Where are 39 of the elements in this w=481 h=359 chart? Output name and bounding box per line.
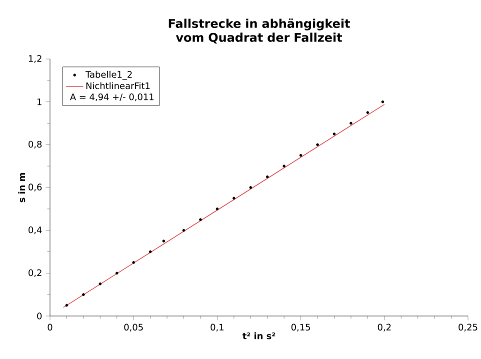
- point: [216, 208, 219, 210]
- x-axis-title: t² in s²: [242, 332, 276, 340]
- annotation: A = 4,94 +/- 0,011: [70, 93, 154, 102]
- point: [98, 282, 102, 286]
- point: [332, 132, 336, 136]
- point: [148, 250, 152, 254]
- point: [316, 143, 319, 146]
- y-tick-label: 0,8: [28, 140, 42, 149]
- x-tick-label: 0,1: [210, 324, 224, 332]
- y-axis-title: s in m: [18, 173, 26, 202]
- point: [115, 272, 118, 275]
- y-tick-label: 1: [38, 98, 42, 106]
- y-tick-label: 0,4: [28, 226, 42, 234]
- point: [162, 240, 166, 242]
- x-tick-label: 0,15: [291, 324, 310, 332]
- point: [249, 186, 252, 189]
- point: [232, 196, 236, 200]
- point: [282, 164, 286, 168]
- point: [299, 154, 302, 157]
- legend-label: Tabelle1_2: [85, 70, 132, 80]
- point: [65, 304, 68, 307]
- point: [132, 261, 135, 264]
- x-tick-label: 0: [48, 324, 52, 331]
- x-tick-label: 0,25: [458, 324, 478, 332]
- legend-label: NichtlinearFit1: [86, 82, 150, 90]
- point: [381, 100, 384, 104]
- x-tick-label: 0,2: [378, 324, 391, 332]
- point: [82, 293, 85, 296]
- point: [182, 228, 186, 232]
- y-tick-label: 0: [37, 312, 42, 320]
- point: [199, 218, 202, 222]
- point: [266, 175, 269, 178]
- point: [366, 111, 370, 114]
- y-tick-label: 0,2: [28, 269, 42, 278]
- chart-title: Fallstrecke in abhängigkeit vom Quadrat der Fallzeit: [168, 18, 350, 44]
- point: [350, 122, 352, 125]
- y-tick-label: 1,2: [28, 55, 42, 63]
- x-tick-label: 0,05: [124, 324, 143, 332]
- y-tick-label: 0,6: [28, 184, 42, 192]
